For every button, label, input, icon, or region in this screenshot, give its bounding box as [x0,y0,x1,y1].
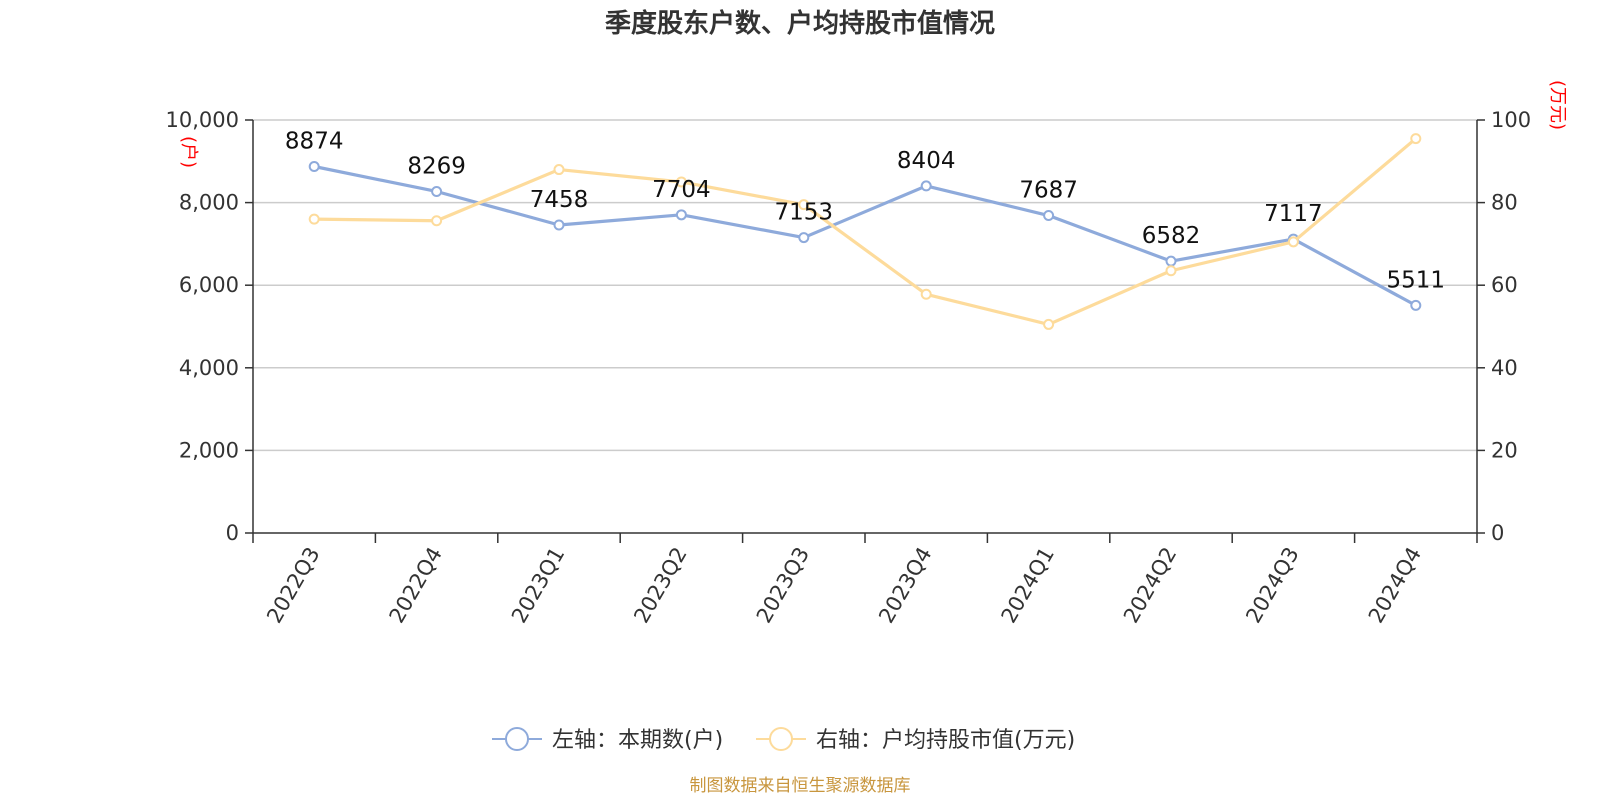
x-tick-label: 2022Q4 [385,543,447,627]
right-tick-label: 60 [1491,273,1518,297]
gridlines [253,119,1477,452]
data-labels: 8874 8269 7458 7704 7153 8404 7687 6582 7117 5511 [285,129,1445,294]
series-line-left [313,164,1417,307]
x-tick-label: 2024Q4 [1364,543,1426,627]
right-tick-label: 20 [1491,438,1518,462]
right-axis-unit: (万元) [1547,80,1568,130]
data-point [431,215,443,227]
x-tick-label: 2024Q2 [1119,543,1181,627]
data-point [798,199,810,211]
data-point [920,180,932,192]
right-tick-label: 40 [1491,356,1518,380]
legend-item-right-series[interactable]: 右轴：户均持股市值(万元) [756,727,1075,753]
left-axis-unit: (户) [178,136,199,168]
left-tick-label: 10,000 [166,108,239,132]
series-lines [308,133,1422,330]
data-point [1165,255,1177,267]
data-point [920,288,932,300]
data-point [553,219,565,231]
data-label: 5511 [1387,267,1446,293]
left-tick-label: 4,000 [179,356,239,380]
data-label: 6582 [1142,223,1201,249]
data-label: 8874 [285,129,344,155]
data-point [1043,210,1055,222]
data-point [675,176,687,188]
data-point [308,161,320,173]
x-tick-label: 2023Q4 [874,543,936,627]
data-point [553,164,565,176]
data-point [798,232,810,244]
data-point [1165,265,1177,277]
x-tick-label: 2024Q1 [997,543,1059,627]
x-tick-label: 2023Q3 [752,543,814,627]
chart-title: 季度股东户数、户均持股市值情况 [605,8,995,39]
data-label: 7153 [775,200,834,226]
data-label: 7117 [1264,201,1323,227]
x-axis-tick-labels: 2022Q3 2022Q4 2023Q1 2023Q2 2023Q3 2023Q4 2024… [262,543,1426,627]
right-axis-tick-labels: 0 20 40 60 80 100 [1491,108,1531,545]
data-label: 7704 [652,177,711,203]
left-tick-label: 8,000 [179,191,239,215]
data-point [431,185,443,197]
left-tick-label: 2,000 [179,438,239,462]
x-tick-label: 2023Q2 [629,543,691,627]
x-tick-label: 2024Q3 [1241,543,1303,627]
right-tick-label: 80 [1491,191,1518,215]
data-point [675,209,687,221]
legend-label-right-series: 右轴：户均持股市值(万元) [816,728,1075,753]
left-tick-label: 6,000 [179,273,239,297]
left-tick-label: 0 [226,521,239,545]
right-tick-label: 0 [1491,521,1504,545]
data-label: 7687 [1019,178,1078,204]
axes [245,119,1485,543]
data-point [1410,133,1422,145]
series-line-right [314,137,1417,327]
right-tick-label: 100 [1491,108,1531,132]
x-tick-label: 2023Q1 [507,543,569,627]
legend-item-left-series[interactable]: 左轴：本期数(户) [492,727,723,753]
source-note: 制图数据来自恒生聚源数据库 [690,776,911,796]
legend: 左轴：本期数(户) 右轴：户均持股市值(万元) [492,727,1075,753]
legend-label-left-series: 左轴：本期数(户) [552,728,723,753]
data-label: 8269 [407,153,466,179]
data-point [308,213,320,225]
data-label: 7458 [530,187,589,213]
data-point [1043,318,1055,330]
data-point [1287,236,1299,248]
x-tick-label: 2022Q3 [262,543,324,627]
data-point [1410,299,1422,311]
data-label: 8404 [897,148,956,174]
left-axis-tick-labels: 0 2,000 4,000 6,000 8,000 10,000 [166,108,239,545]
